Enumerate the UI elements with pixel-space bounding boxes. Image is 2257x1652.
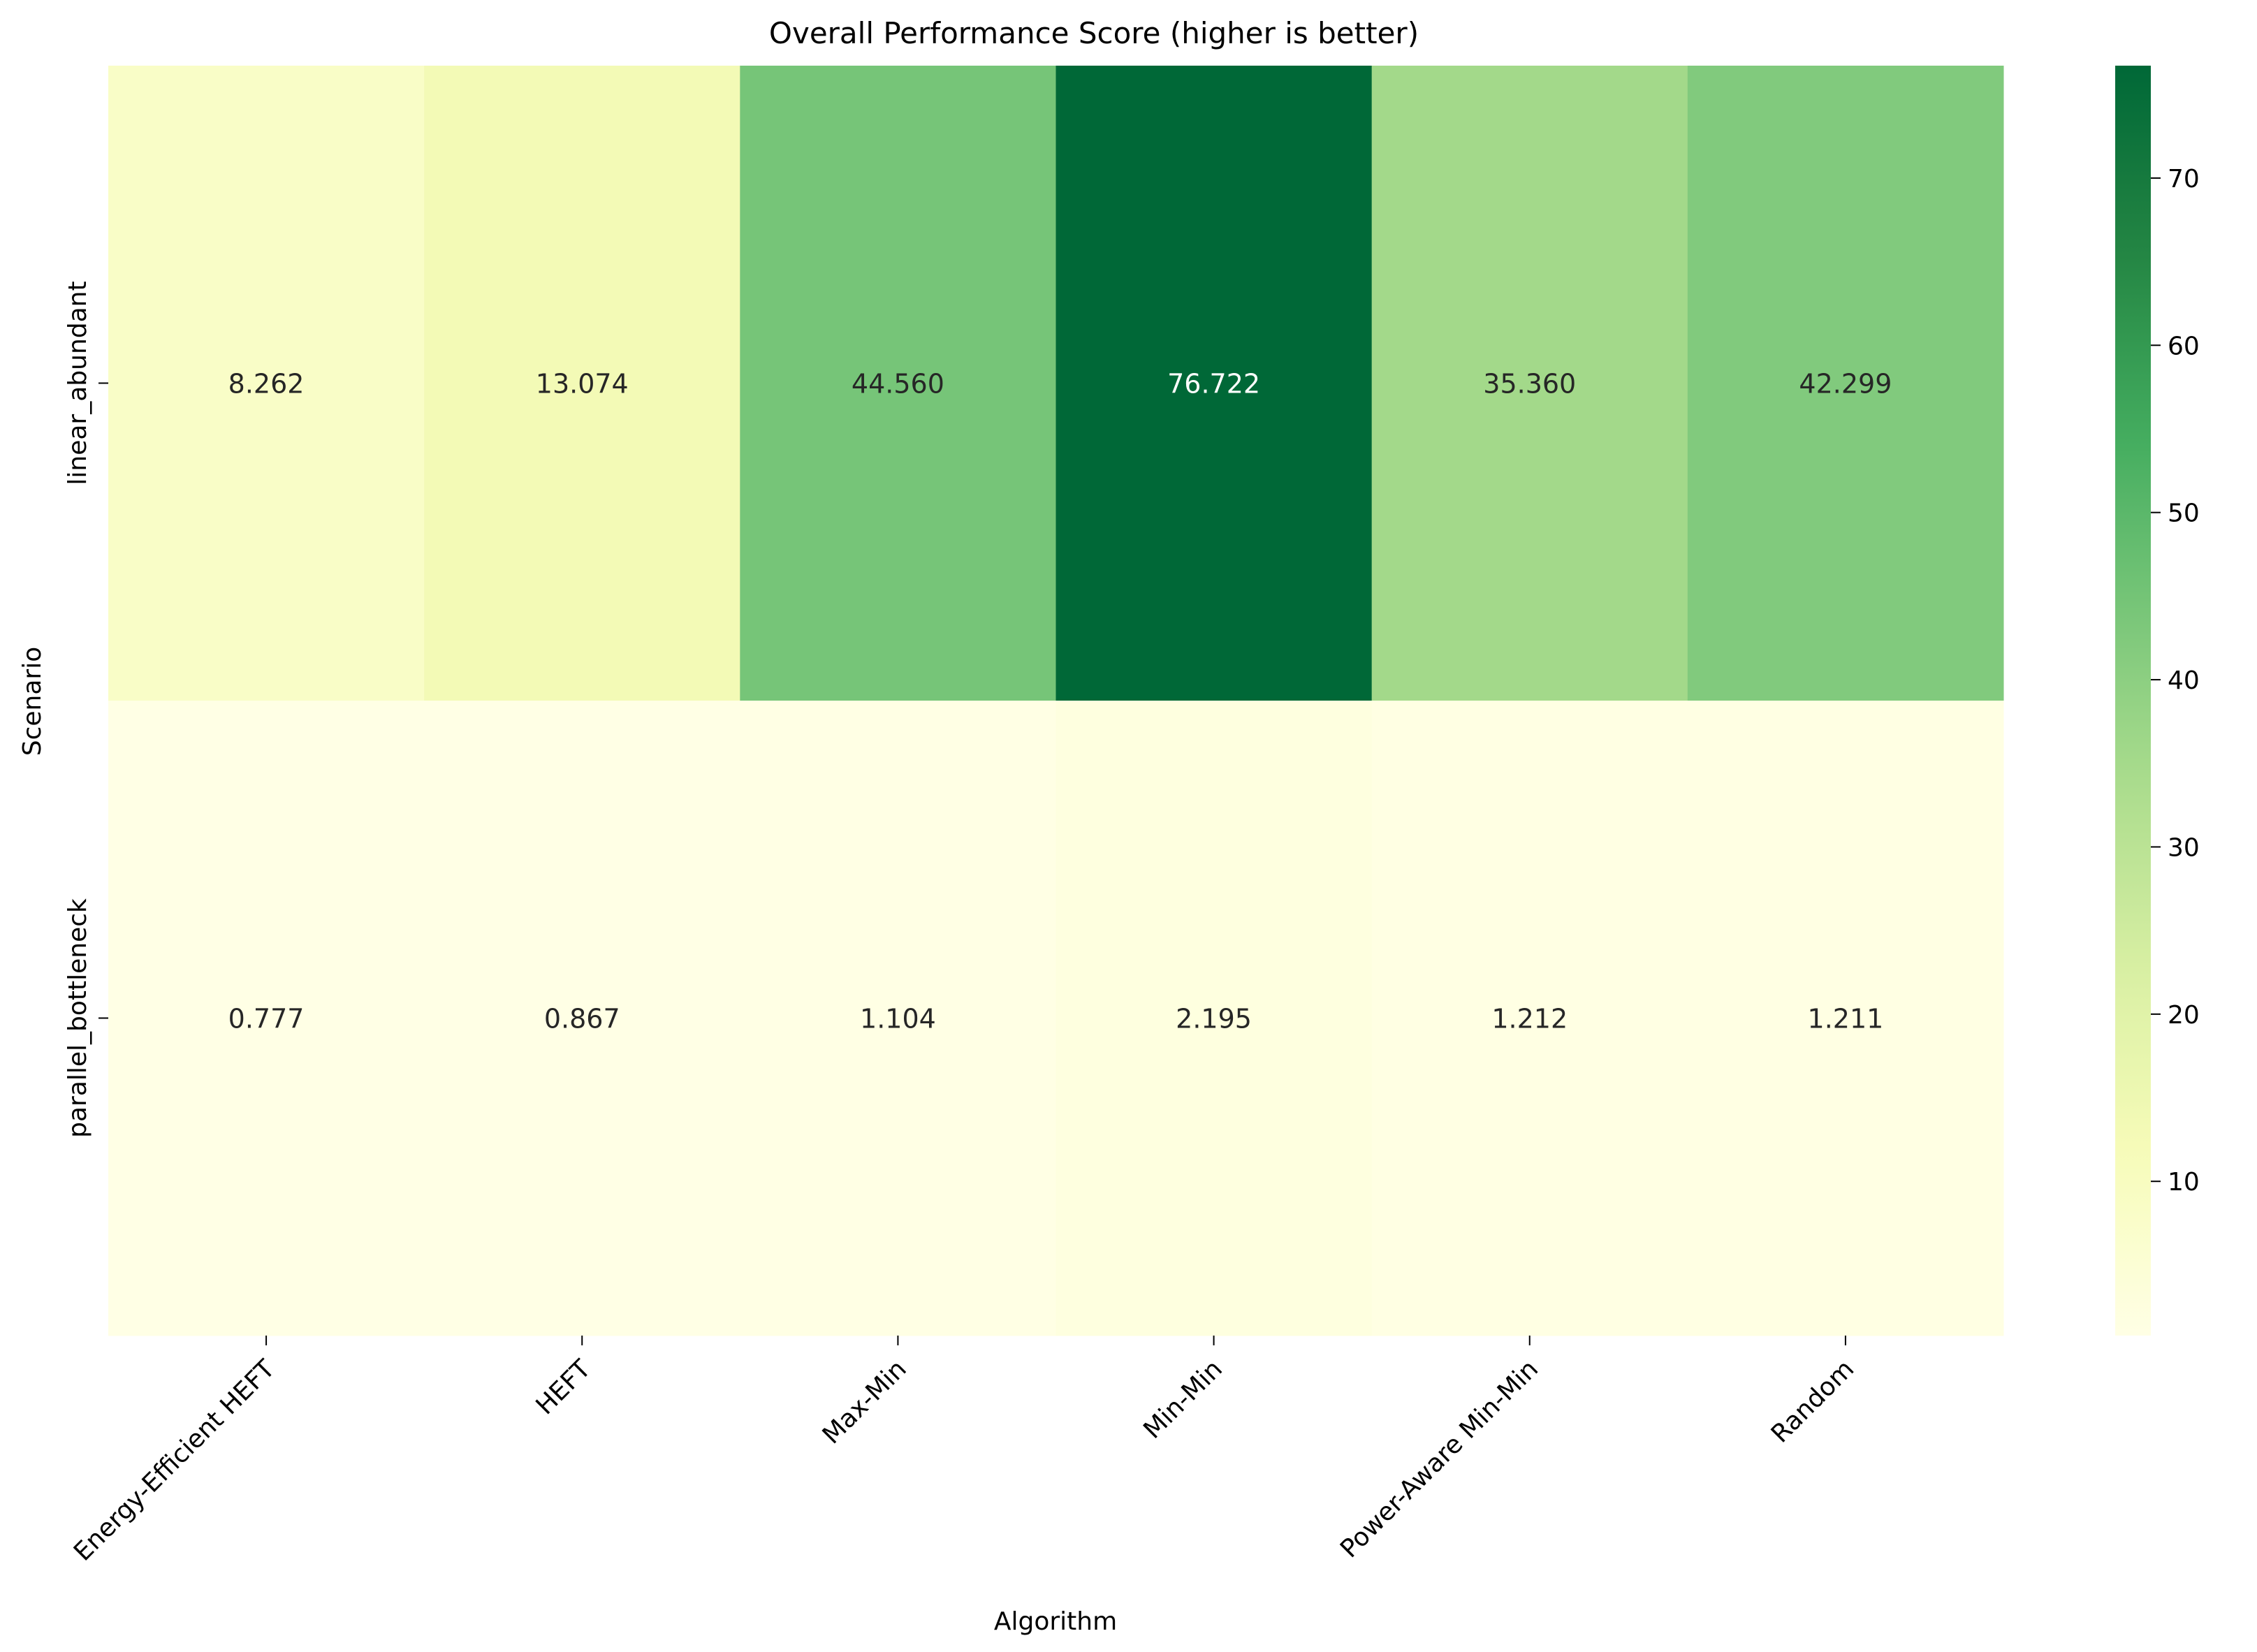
cell-value-label: 44.560 [852, 369, 944, 400]
cell-value-label: 0.777 [228, 1004, 305, 1035]
heatmap-cell [1687, 66, 2004, 701]
heatmap-cell [1056, 66, 1373, 701]
cell-value-label: 76.722 [1167, 369, 1260, 400]
x-axis: Energy-Efficient HEFT HEFT Max-Min Min-Min P… [68, 1336, 1860, 1567]
y-axis-label: Scenario [18, 647, 47, 756]
colorbar-tick-label: 30 [2168, 833, 2200, 862]
cell-value-label: 35.360 [1483, 369, 1576, 400]
y-axis: linear_abundant parallel_bottleneck [64, 281, 108, 1138]
heatmap-cell [740, 701, 1056, 1336]
heatmap-cell [1371, 701, 1688, 1336]
heatmap-cell [1371, 66, 1688, 701]
colorbar-gradient [2115, 66, 2151, 1336]
heatmap-cell [740, 66, 1056, 701]
y-tick-label: parallel_bottleneck [64, 898, 92, 1138]
x-tick-label: Energy-Efficient HEFT [68, 1354, 281, 1567]
cell-value-label: 1.104 [860, 1004, 936, 1035]
heatmap-cell [424, 701, 740, 1336]
heatmap-value-labels: 8.262 13.074 44.560 76.722 35.360 42.299 0.777… [228, 369, 1892, 1035]
colorbar-tick-label: 70 [2168, 165, 2200, 193]
colorbar: 10 20 30 40 50 60 70 [2115, 66, 2200, 1336]
cell-value-label: 8.262 [228, 369, 305, 400]
heatmap-cells [108, 66, 2004, 1336]
x-axis-label: Algorithm [994, 1607, 1117, 1636]
cell-value-label: 42.299 [1799, 369, 1892, 400]
colorbar-tick-label: 20 [2168, 1001, 2200, 1030]
colorbar-tick-label: 10 [2168, 1168, 2200, 1197]
x-tick-label: Random [1766, 1354, 1860, 1448]
chart-title: Overall Performance Score (higher is bet… [769, 16, 1419, 50]
cell-value-label: 1.211 [1808, 1004, 1884, 1035]
x-tick-label: Power-Aware Min-Min [1335, 1354, 1544, 1563]
heatmap-cell [1056, 701, 1373, 1336]
colorbar-tick-label: 40 [2168, 666, 2200, 695]
cell-value-label: 1.212 [1491, 1004, 1568, 1035]
colorbar-tick-label: 60 [2168, 332, 2200, 360]
heatmap-cell [424, 66, 740, 701]
x-tick-label: Max-Min [817, 1354, 912, 1449]
cell-value-label: 2.195 [1176, 1004, 1252, 1035]
x-tick-label: Min-Min [1138, 1354, 1228, 1445]
heatmap-cell [1687, 701, 2004, 1336]
x-tick-label: HEFT [531, 1354, 597, 1421]
heatmap-cell [108, 701, 425, 1336]
y-tick-label: linear_abundant [64, 281, 92, 485]
colorbar-tick-label: 50 [2168, 499, 2200, 528]
cell-value-label: 13.074 [536, 369, 629, 400]
cell-value-label: 0.867 [544, 1004, 620, 1035]
heatmap-cell [108, 66, 425, 701]
